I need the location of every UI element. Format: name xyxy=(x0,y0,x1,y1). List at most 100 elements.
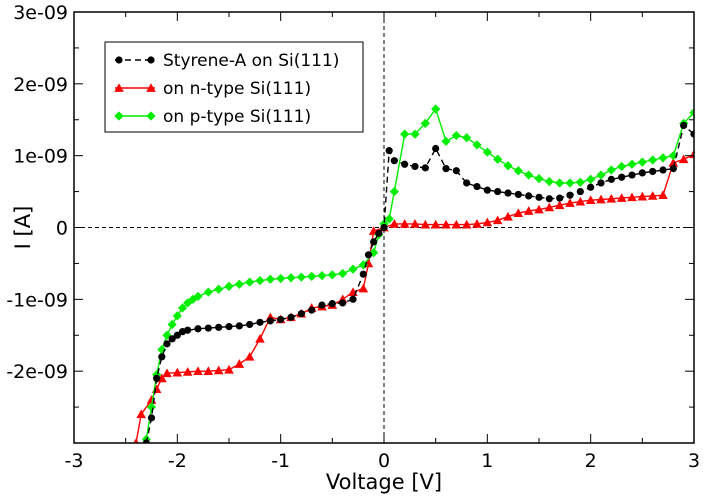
data-point-circle xyxy=(375,229,383,237)
data-point-circle xyxy=(158,353,166,361)
data-point-triangle xyxy=(585,195,596,205)
data-point-diamond xyxy=(338,268,348,279)
data-point-diamond xyxy=(472,140,482,150)
legend-label: on p-type Si(111) xyxy=(163,107,311,127)
data-point-triangle xyxy=(146,395,157,404)
data-point-circle xyxy=(556,194,564,202)
data-point-circle xyxy=(339,299,347,307)
data-point-triangle xyxy=(658,190,668,200)
data-point-circle xyxy=(432,144,440,153)
data-point-triangle xyxy=(430,219,441,229)
data-point-diamond xyxy=(441,136,451,146)
data-point-diamond xyxy=(114,111,124,121)
data-point-triangle xyxy=(172,367,183,377)
data-point-triangle xyxy=(410,219,420,228)
data-point-circle xyxy=(597,179,605,187)
data-point-circle xyxy=(525,192,533,200)
data-point-diamond xyxy=(203,287,213,297)
data-point-triangle xyxy=(136,409,146,419)
data-point-circle xyxy=(587,183,595,191)
data-point-triangle xyxy=(114,83,124,92)
data-point-triangle xyxy=(213,365,224,375)
data-point-triangle xyxy=(647,191,658,200)
data-point-triangle xyxy=(554,200,565,210)
data-point-diamond xyxy=(648,155,658,165)
data-point-diamond xyxy=(307,271,317,281)
data-point-circle xyxy=(153,374,161,382)
data-point-circle xyxy=(370,238,378,246)
data-point-circle xyxy=(328,300,336,308)
data-point-diamond xyxy=(689,107,694,118)
data-point-triangle xyxy=(575,196,586,206)
data-point-circle xyxy=(607,175,615,183)
series-0 xyxy=(142,121,694,443)
y-tick-label: 0 xyxy=(56,218,68,240)
data-point-circle xyxy=(659,166,667,174)
data-point-triangle xyxy=(606,193,617,203)
data-point-diamond xyxy=(255,276,265,286)
data-point-diamond xyxy=(544,176,554,187)
data-point-diamond xyxy=(389,186,399,197)
data-point-circle xyxy=(545,195,553,203)
data-point-circle xyxy=(494,187,502,196)
legend-label: Styrene-A on Si(111) xyxy=(163,51,339,71)
data-point-triangle xyxy=(565,198,575,207)
data-point-circle xyxy=(318,301,326,309)
data-point-triangle xyxy=(461,219,472,229)
series-1 xyxy=(133,149,694,443)
data-point-triangle xyxy=(255,334,265,343)
data-point-triangle xyxy=(420,219,431,229)
data-point-triangle xyxy=(627,192,637,202)
data-point-circle xyxy=(401,160,409,168)
data-point-diamond xyxy=(245,277,255,287)
data-point-circle xyxy=(535,193,543,201)
data-point-diamond xyxy=(193,291,203,302)
y-tick-label: 1e-09 xyxy=(13,146,68,168)
data-point-circle xyxy=(566,191,574,199)
data-point-diamond xyxy=(400,129,410,139)
data-point-triangle xyxy=(244,352,255,361)
data-point-triangle xyxy=(182,367,193,376)
data-point-triangle xyxy=(133,438,139,443)
data-point-circle xyxy=(628,171,636,179)
data-point-diamond xyxy=(668,151,678,161)
data-point-triangle xyxy=(544,202,555,212)
data-point-diamond xyxy=(503,161,513,171)
data-point-diamond xyxy=(146,402,157,412)
data-point-circle xyxy=(452,167,460,175)
data-point-diamond xyxy=(348,264,358,274)
y-tick-label: 3e-09 xyxy=(13,2,68,24)
data-point-diamond xyxy=(265,274,275,284)
data-point-circle xyxy=(308,306,316,314)
data-point-triangle xyxy=(441,219,451,229)
data-point-circle xyxy=(649,167,657,176)
data-point-circle xyxy=(235,322,243,330)
x-tick-label: 3 xyxy=(688,450,700,472)
data-point-circle xyxy=(669,164,677,173)
data-point-diamond xyxy=(410,129,420,139)
legend-label: on n-type Si(111) xyxy=(163,79,311,99)
data-point-circle xyxy=(194,325,202,333)
data-point-diamond xyxy=(606,165,616,175)
data-point-diamond xyxy=(224,281,234,292)
data-point-triangle xyxy=(224,364,234,374)
series-line xyxy=(135,153,694,443)
y-tick-label: -2e-09 xyxy=(6,361,68,383)
data-point-diamond xyxy=(586,174,596,184)
data-point-diamond xyxy=(637,157,647,167)
data-point-triangle xyxy=(616,193,627,202)
y-tick-label: -1e-09 xyxy=(6,289,68,311)
data-point-diamond xyxy=(482,147,492,157)
data-point-circle xyxy=(473,182,481,191)
data-point-diamond xyxy=(188,294,198,304)
data-point-diamond xyxy=(177,303,188,313)
data-point-circle xyxy=(690,130,694,138)
series-line xyxy=(145,107,694,440)
data-point-circle xyxy=(483,186,491,194)
data-point-triangle xyxy=(451,219,462,229)
data-point-triangle xyxy=(146,83,156,92)
series-2 xyxy=(141,104,694,443)
data-point-circle xyxy=(277,315,285,324)
data-point-circle xyxy=(215,323,223,331)
